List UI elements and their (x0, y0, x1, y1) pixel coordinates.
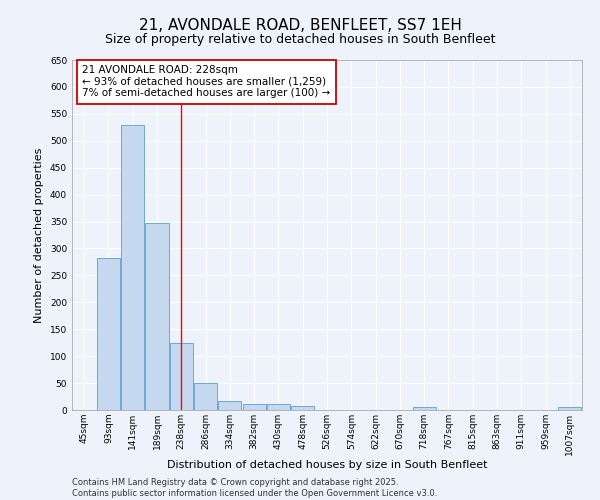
Bar (291, 406, 314, 410)
Bar (413, 408, 436, 410)
Text: Size of property relative to detached houses in South Benfleet: Size of property relative to detached ho… (105, 32, 495, 46)
Bar (97, 258, 120, 410)
Text: 21 AVONDALE ROAD: 228sqm
← 93% of detached houses are smaller (1,259)
7% of semi: 21 AVONDALE ROAD: 228sqm ← 93% of detach… (82, 66, 331, 98)
Bar (145, 222, 169, 410)
Bar (559, 408, 581, 410)
Text: 21, AVONDALE ROAD, BENFLEET, SS7 1EH: 21, AVONDALE ROAD, BENFLEET, SS7 1EH (139, 18, 461, 32)
Bar (218, 401, 241, 410)
Bar (170, 342, 193, 410)
X-axis label: Distribution of detached houses by size in South Benfleet: Distribution of detached houses by size … (167, 460, 487, 470)
Bar (194, 383, 217, 410)
Y-axis label: Number of detached properties: Number of detached properties (34, 148, 44, 322)
Bar (267, 404, 290, 410)
Text: Contains HM Land Registry data © Crown copyright and database right 2025.
Contai: Contains HM Land Registry data © Crown c… (72, 478, 437, 498)
Bar (242, 404, 266, 410)
Bar (121, 124, 144, 410)
